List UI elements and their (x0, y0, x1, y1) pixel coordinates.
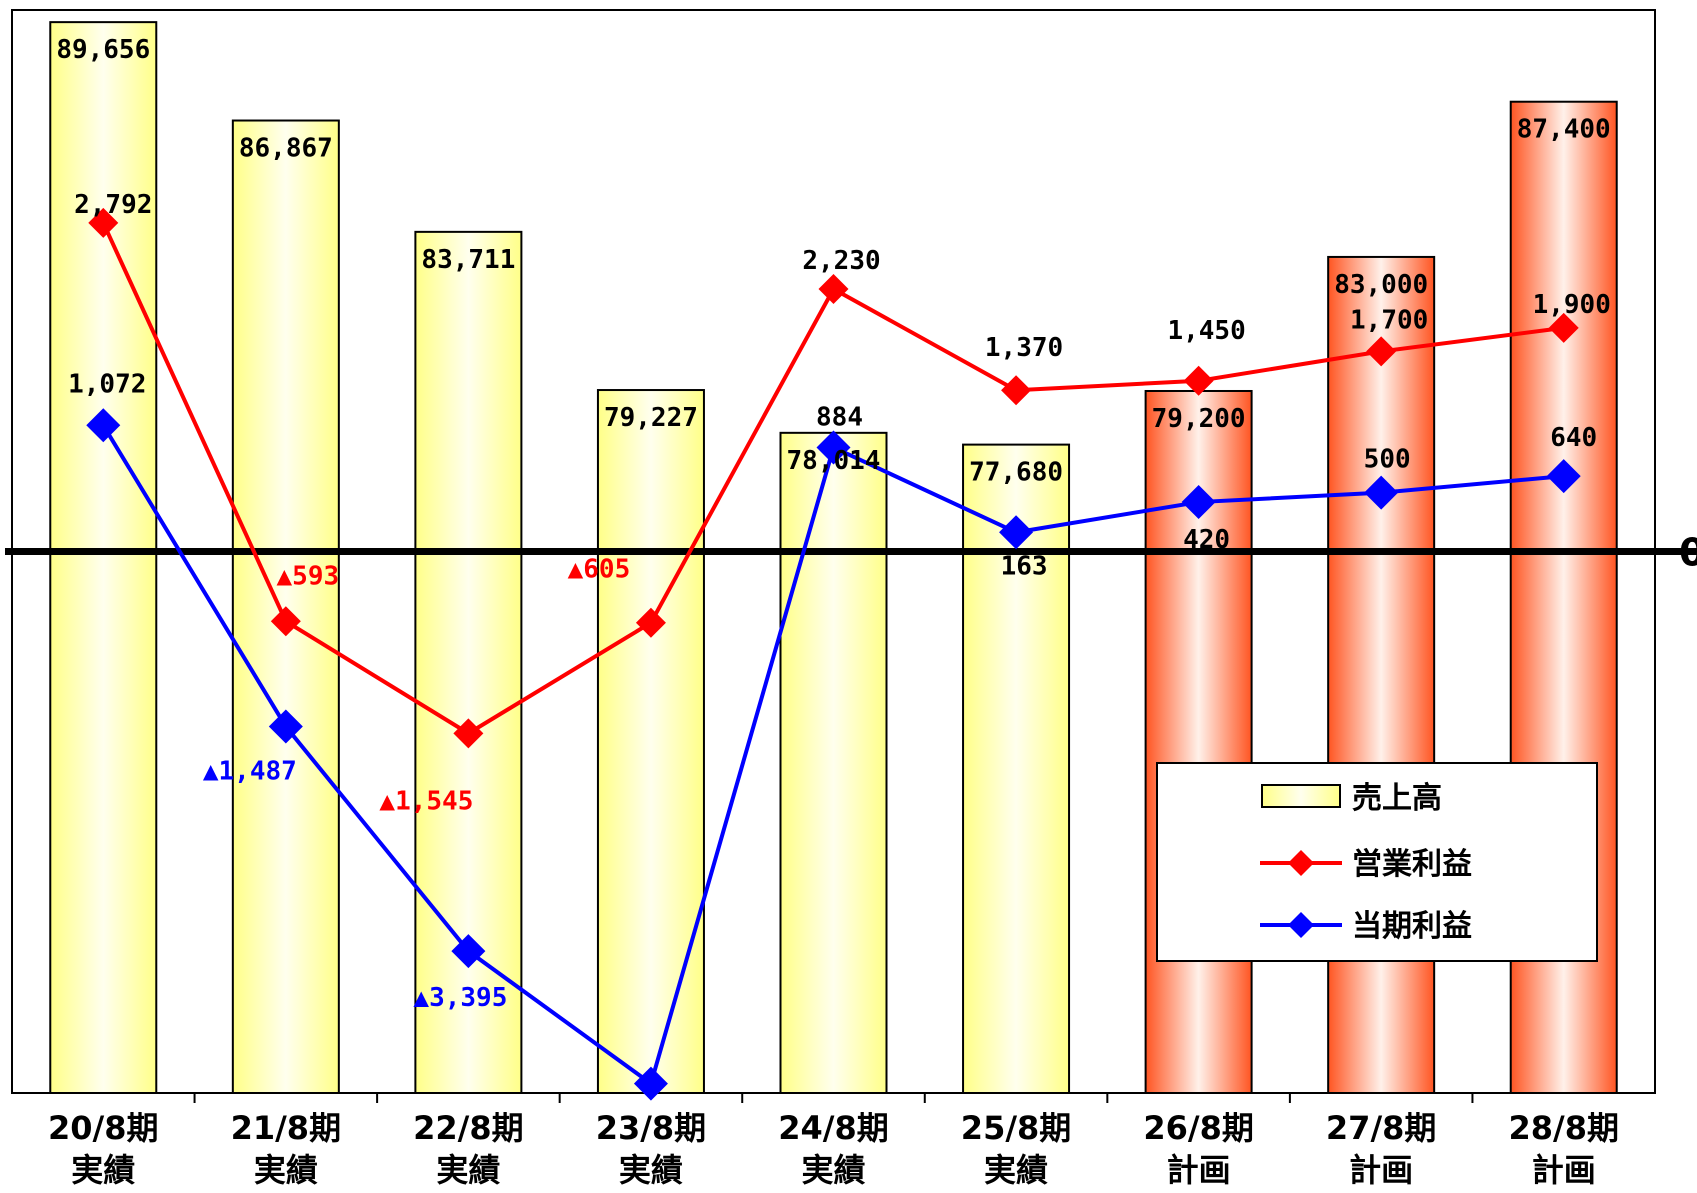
operating-point-2 (270, 606, 301, 637)
bar-value-label-2: 86,867 (239, 134, 333, 164)
net-value-label-9: 640 (1550, 423, 1597, 453)
category-label-3: 22/8期実績 (413, 1109, 524, 1189)
operating-value-label-5: 2,230 (802, 246, 880, 276)
bar-value-label-6: 77,680 (969, 458, 1063, 488)
net-point-3 (451, 934, 486, 969)
bar-value-label-9: 87,400 (1517, 115, 1611, 145)
operating-value-label-3: ▲1,545 (379, 786, 473, 816)
operating-value-label-6: 1,370 (985, 333, 1063, 363)
legend-marker-net (1288, 912, 1314, 938)
legend-label-net: 当期利益 (1352, 909, 1472, 944)
bar-5 (779, 431, 888, 1094)
operating-point-5 (818, 273, 849, 304)
legend-marker-operating (1288, 850, 1314, 876)
operating-point-8 (1366, 336, 1397, 367)
legend-box (1156, 762, 1598, 962)
operating-value-label-9: 1,900 (1533, 290, 1611, 320)
category-label-1: 20/8期実績 (48, 1109, 159, 1189)
category-label-7: 26/8期計画 (1143, 1109, 1254, 1189)
net-point-8 (1364, 475, 1399, 510)
net-point-4 (633, 1066, 668, 1101)
operating-point-9 (1548, 312, 1579, 343)
bar-value-label-3: 83,711 (421, 245, 515, 275)
operating-point-1 (88, 207, 119, 238)
bar-value-label-5: 78,014 (787, 446, 881, 476)
bar-value-label-8: 83,000 (1334, 270, 1428, 300)
operating-point-7 (1183, 365, 1214, 396)
category-label-6: 25/8期実績 (961, 1109, 1072, 1189)
category-label-2: 21/8期実績 (231, 1109, 342, 1189)
bar-1 (49, 21, 158, 1094)
bar-value-label-1: 89,656 (56, 35, 150, 65)
operating-point-4 (635, 607, 666, 638)
legend-swatch-sales (1261, 784, 1341, 808)
net-value-label-3: ▲3,395 (413, 983, 507, 1013)
operating-value-label-2: ▲593 (277, 561, 340, 591)
operating-value-label-7: 1,450 (1167, 316, 1245, 346)
labels-layer: 89,656 86,867 83,711 79,227 78,014 77,680 79,2… (56, 35, 1611, 1013)
operating-point-6 (1001, 375, 1032, 406)
legend-label-sales: 売上高 (1352, 781, 1442, 816)
operating-value-label-1: 2,792 (74, 190, 152, 220)
net-value-label-5: 884 (816, 402, 863, 432)
operating-value-label-8: 1,700 (1350, 305, 1428, 335)
net-value-label-1: 1,072 (68, 369, 146, 399)
operating-point-3 (453, 718, 484, 749)
axis-layer: 20/8期実績 21/8期実績 22/8期実績 23/8期実績 24/8期実績 25/8期… (5, 531, 1697, 1189)
bar-value-label-7: 79,200 (1152, 404, 1246, 434)
net-value-label-7: 420 (1183, 525, 1230, 555)
operating-value-label-4: ▲605 (568, 555, 631, 585)
bar-4 (596, 389, 705, 1094)
net-point-6 (999, 515, 1034, 550)
category-label-8: 27/8期計画 (1326, 1109, 1437, 1189)
net-point-5 (816, 430, 851, 465)
category-label-5: 24/8期実績 (778, 1109, 889, 1189)
net-point-1 (86, 408, 121, 443)
zero-label: 0 (1679, 531, 1697, 575)
lines-layer (86, 207, 1581, 1101)
bar-8 (1327, 255, 1436, 1094)
net-point-7 (1181, 485, 1216, 520)
category-label-9: 28/8期計画 (1508, 1109, 1619, 1189)
bar-value-label-4: 79,227 (604, 403, 698, 433)
legend-label-operating: 営業利益 (1352, 847, 1472, 882)
net-value-label-2: ▲1,487 (203, 757, 297, 787)
category-label-4: 23/8期実績 (596, 1109, 707, 1189)
net-point-2 (268, 709, 303, 744)
net-value-label-8: 500 (1364, 445, 1411, 475)
net-value-label-6: 163 (1001, 551, 1048, 581)
net-point-9 (1546, 459, 1581, 494)
